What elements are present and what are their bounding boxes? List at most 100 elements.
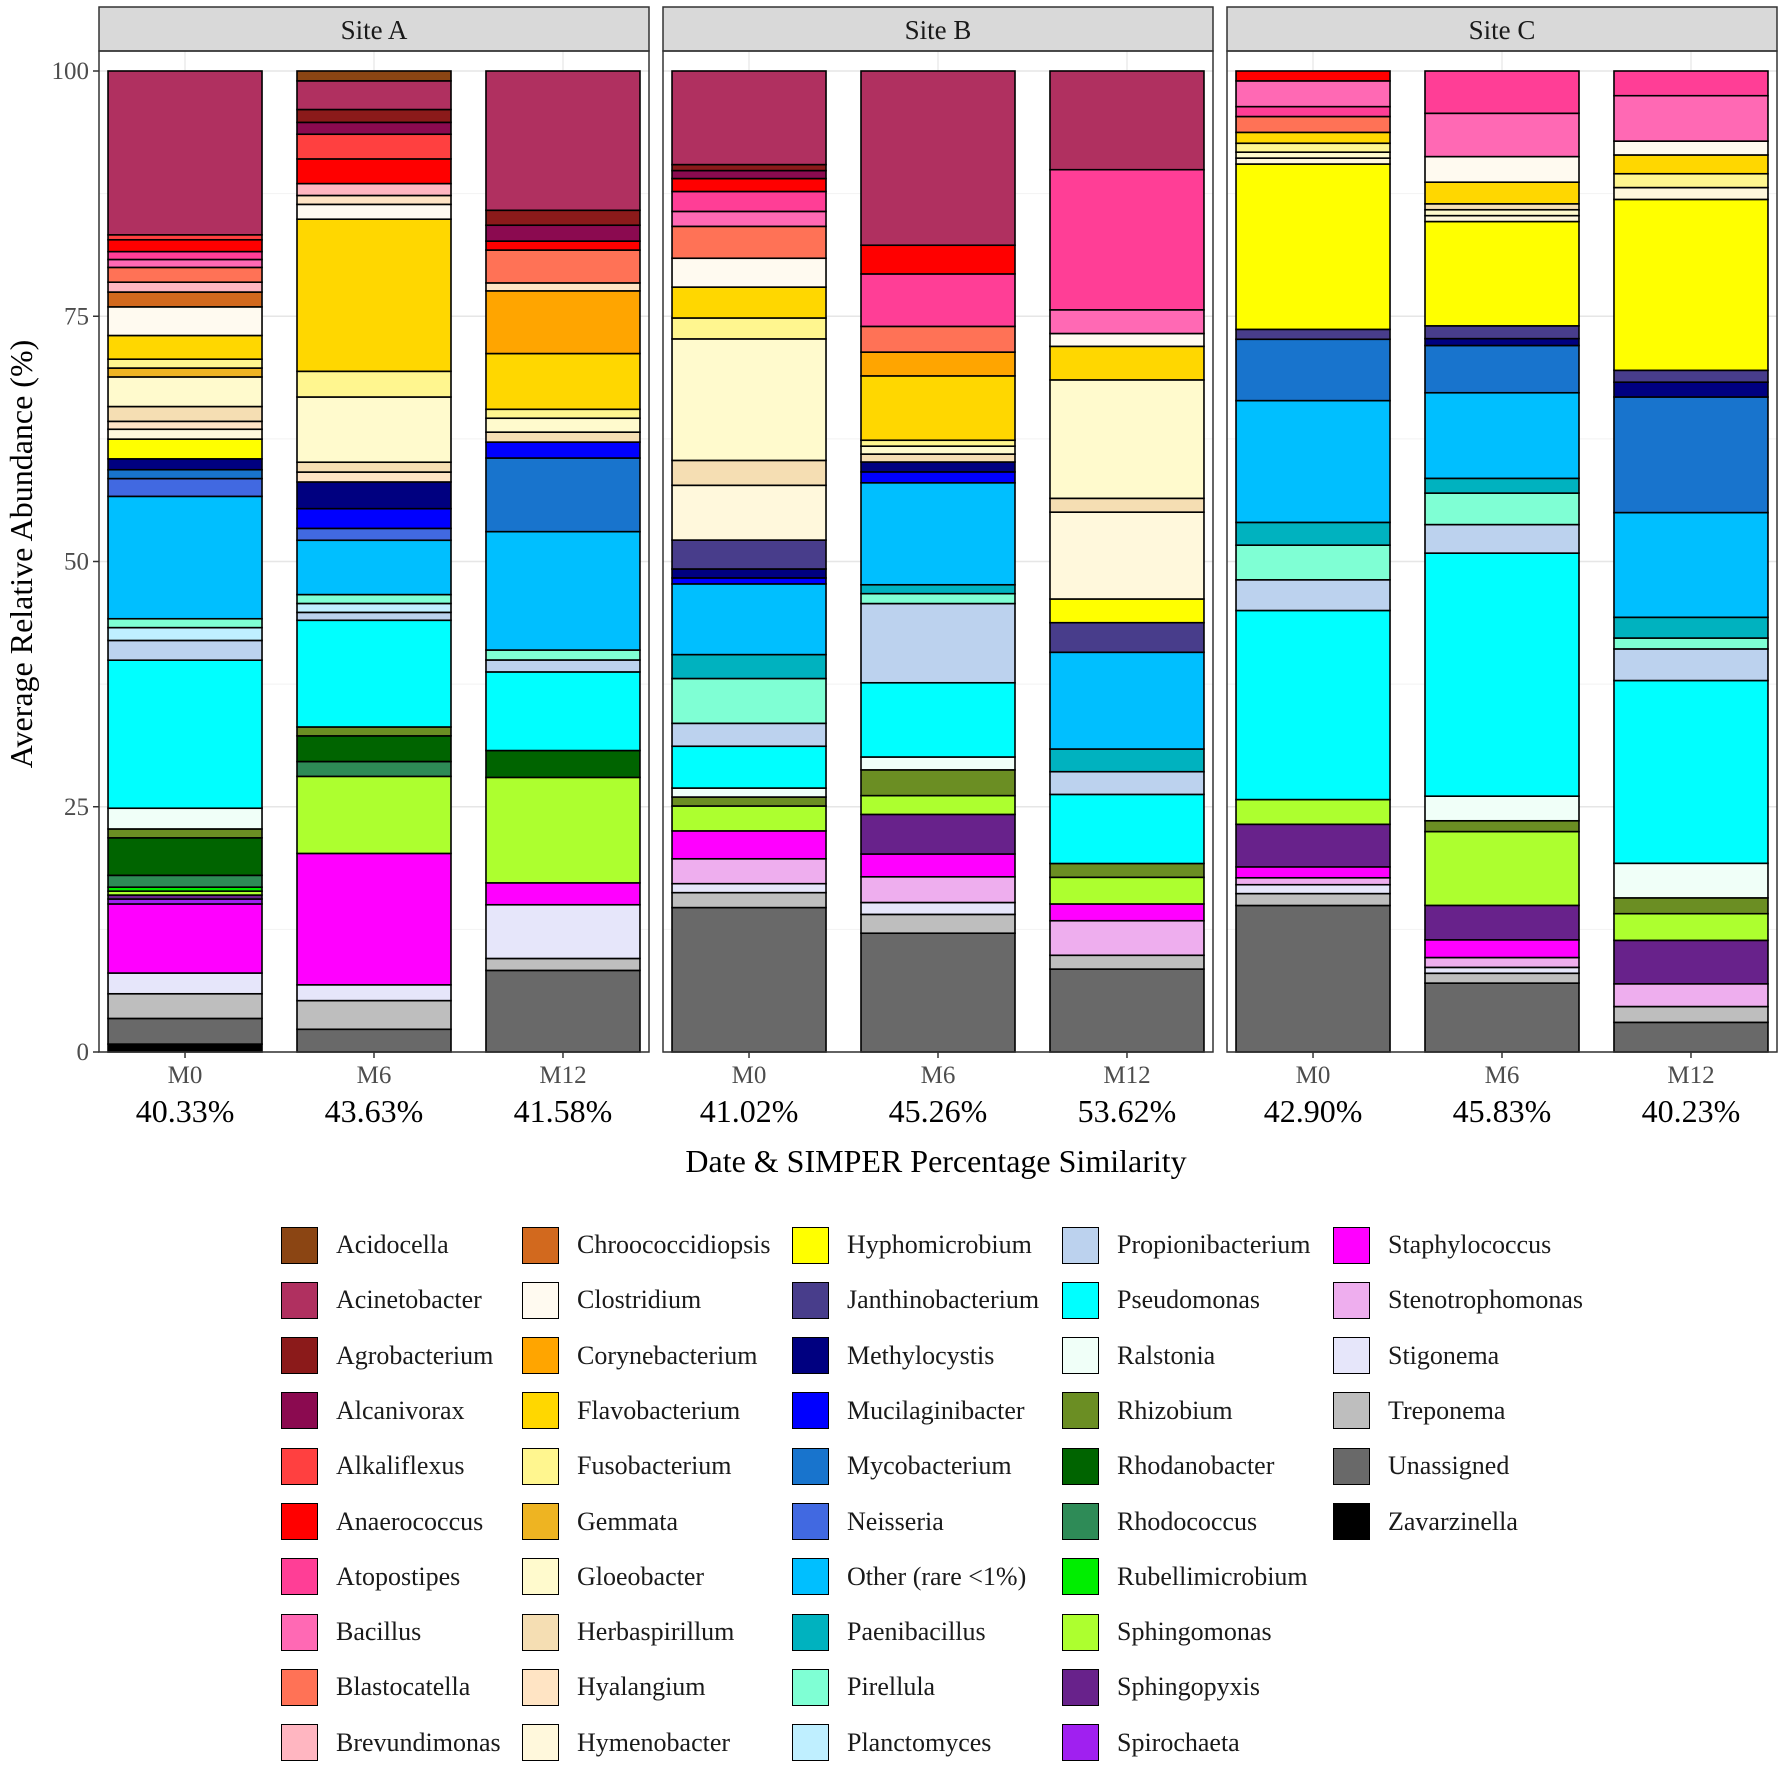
bar-segment: Gloeobacter: 1.4 (485, 417, 641, 433)
legend-item: Paenibacillus (792, 1610, 986, 1654)
legend-label: Flavobacterium (577, 1395, 741, 1425)
bar-segment: Treponema: 1.6 (1613, 1005, 1769, 1024)
bar-segment: Pseudomonas: 7.9 (485, 671, 641, 752)
bar-segment: Staphylococcus: 1.7 (1049, 903, 1205, 922)
bar-segment: Anaerococcus: 2.5 (296, 158, 452, 185)
bar-segment: Flavobacterium: 5.6 (485, 352, 641, 411)
legend-label: Paenibacillus (847, 1617, 986, 1647)
legend-label: Neisseria (847, 1506, 944, 1536)
bar-segment: Other (rare <1%): 11.9 (485, 530, 641, 651)
bar-segment: Anaerococcus: 1.2 (107, 238, 263, 253)
legend-label: Brevundimonas (336, 1727, 501, 1757)
stacked-bar: Unassigned: 14.5Treponema: 1.5Stigonema:… (671, 70, 827, 1053)
bar-segment: Hyphomicrobium: 10.6 (1424, 220, 1580, 327)
y-tick-label: 25 (64, 794, 89, 821)
bar-segment: Hymenobacter: 1 (107, 428, 263, 440)
bar-segment: Methylocystis: 2.7 (296, 481, 452, 510)
bar-segment: Flavobacterium: 1.1 (1235, 131, 1391, 145)
bar-segment: Flavobacterium: 2.2 (1424, 181, 1580, 205)
legend-item: Alcanivorax (281, 1389, 465, 1433)
legend-label: Bacillus (336, 1617, 422, 1647)
bar-segment: Rhizobium: 1.1 (1424, 819, 1580, 833)
legend-swatch (281, 1447, 318, 1485)
bar-segment: Mycobacterium: 4.8 (1424, 344, 1580, 394)
bar-segment: Propionibacterium: 3.1 (1235, 579, 1391, 612)
bar-segment: Paenibacillus: 2.1 (1613, 616, 1769, 639)
legend-swatch (281, 1724, 318, 1762)
bar-segment: Rhodanobacter: 2.7 (485, 749, 641, 779)
legend-item: Janthinobacterium (792, 1278, 1039, 1322)
legend-label: Other (rare <1%) (847, 1561, 1027, 1591)
facet-strip (662, 6, 1214, 52)
x-tick-label: M0 (168, 1062, 203, 1089)
bar-segment: Herbaspirillum: 1.4 (1049, 497, 1205, 513)
legend-swatch (522, 1392, 559, 1430)
legend-swatch (792, 1613, 829, 1651)
bar-segment: Other (rare <1%): 5.5 (296, 539, 452, 596)
bar-segment: Propionibacterium: 2.9 (1424, 523, 1580, 554)
bar-segment: Acinetobacter: 17.6 (860, 70, 1016, 247)
legend-item: Mucilaginibacter (792, 1389, 1025, 1433)
legend-label: Pseudomonas (1117, 1285, 1260, 1315)
legend-label: Rhodococcus (1117, 1506, 1258, 1536)
legend-item: Gemmata (522, 1500, 678, 1544)
bar-segment: Stigonema: 0.9 (1235, 883, 1391, 895)
bar-segment: Herbaspirillum: 1 (485, 431, 641, 443)
legend-label: Hymenobacter (577, 1727, 731, 1757)
legend-swatch (281, 1503, 318, 1540)
stacked-bar: Unassigned: 2.3Treponema: 2.9Stigonema: … (296, 70, 452, 1053)
bar-segment: Methylocystis: 0.9 (671, 568, 827, 579)
bar-segment: Stigonema: 2.1 (107, 972, 263, 995)
legend-item: Rhodococcus (1062, 1500, 1257, 1544)
bar-segment: Neisseria: 1.2 (296, 527, 452, 542)
legend-label: Acinetobacter (336, 1285, 482, 1315)
bar-segment: Hymenobacter: 0.6 (1424, 214, 1580, 223)
similarity-label: 40.23% (1642, 1093, 1741, 1129)
legend-label: Anaerococcus (336, 1506, 484, 1536)
bar-segment: Flavobacterium: 15.4 (296, 218, 452, 373)
legend-swatch (281, 1668, 318, 1706)
bar-segment: Hyphomicrobium: 17.3 (1613, 198, 1769, 372)
legend-swatch (792, 1558, 829, 1596)
legend-swatch (1333, 1447, 1370, 1485)
stacked-bar: Unassigned: 3Treponema: 1.6Stenotrophomo… (1613, 70, 1769, 1053)
legend-item: Methylocystis (792, 1334, 994, 1378)
legend-item: Anaerococcus (281, 1500, 483, 1544)
legend-swatch (792, 1392, 829, 1430)
bar-segment: Agrobacterium: 0.6 (671, 163, 827, 172)
bar-segment: Sphingopyxis: 4 (860, 813, 1016, 855)
bar-segment: Herbaspirillum: 0.6 (1424, 203, 1580, 211)
stacked-bar: Zavarzinella: 0.8Unassigned: 2.6Treponem… (107, 70, 263, 1053)
legend-label: Unassigned (1388, 1451, 1510, 1481)
legend-item: Stigonema (1333, 1334, 1499, 1378)
legend-label: Zavarzinella (1388, 1506, 1518, 1536)
bar-segment: Planctomyces: 1.3 (107, 626, 263, 642)
bar-segment: Acinetobacter: 10 (1049, 70, 1205, 171)
bar-segment: Unassigned: 12 (860, 932, 1016, 1053)
legend-item: Pseudomonas (1062, 1278, 1260, 1322)
stacked-bar: Unassigned: 8.4Treponema: 1.4Stenotropho… (1049, 70, 1205, 1053)
legend-swatch (1062, 1392, 1099, 1430)
stacked-bar-chart: Average Relative Abundance (%) Date & SI… (3, 6, 1778, 1179)
bar-segment: Fusobacterium: 1.4 (1613, 172, 1769, 189)
legend-swatch (1333, 1281, 1370, 1319)
stacked-bar: Unassigned: 8.2Treponema: 1.2Stigonema: … (485, 70, 641, 1053)
bar-segment: Atopostipes: 2 (671, 190, 827, 213)
similarity-label: 41.58% (514, 1093, 613, 1129)
bar-segment: Acinetobacter: 14 (485, 70, 641, 212)
bar-segment: Staphylococcus: 7 (107, 903, 263, 974)
bar-segment: Bacillus: 4.6 (1613, 94, 1769, 142)
bar-segment: Ralstonia: 1.3 (860, 756, 1016, 771)
bar-segment: Fusobacterium: 2.1 (671, 317, 827, 340)
legend-item: Rubellimicrobium (1062, 1555, 1308, 1599)
bar-segment: Fusobacterium: 0.6 (860, 439, 1016, 447)
facet-strip-label: Site B (905, 15, 972, 45)
bar-segment: Gloeobacter: 0.6 (1235, 151, 1391, 159)
bar-segment: Blastocatella: 2.6 (860, 325, 1016, 353)
facet-strip (98, 6, 650, 52)
x-axis-title: Date & SIMPER Percentage Similarity (685, 1143, 1186, 1179)
legend-item: Planctomyces (792, 1721, 991, 1765)
bar-segment: Pirellula: 1 (860, 592, 1016, 605)
bar-segment: Atopostipes: 4.3 (1424, 70, 1580, 115)
bar-segment: Other (rare <1%): 10.6 (1613, 511, 1769, 619)
